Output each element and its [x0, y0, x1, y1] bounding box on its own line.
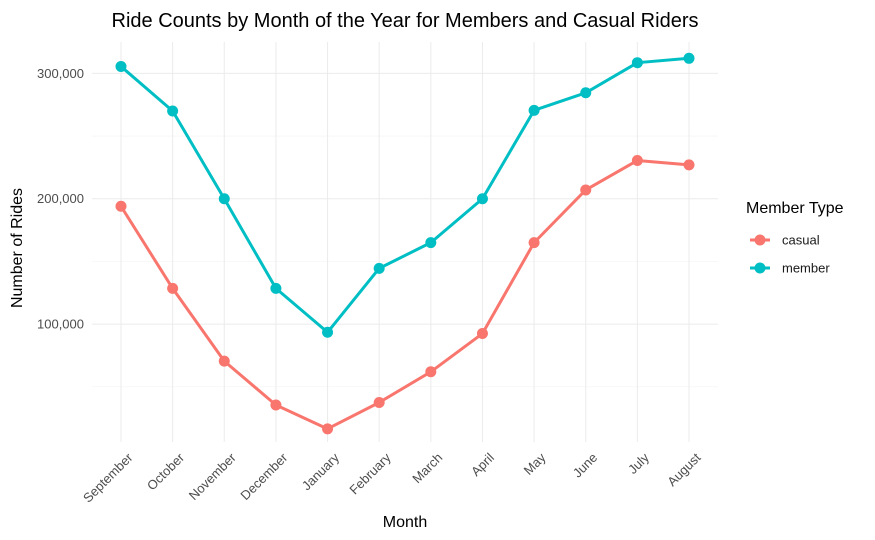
legend-item-member: member	[750, 261, 830, 276]
series-casual	[115, 154, 695, 435]
data-point-member	[683, 52, 695, 64]
data-point-casual	[580, 184, 592, 196]
data-point-member	[218, 193, 230, 205]
x-tick-label: June	[570, 450, 601, 481]
x-tick-label: March	[409, 450, 445, 486]
x-tick-label: November	[186, 449, 239, 502]
legend: Member Type casual member	[746, 200, 844, 276]
legend-label: casual	[782, 233, 820, 248]
data-point-casual	[528, 237, 540, 249]
legend-item-casual: casual	[750, 233, 820, 248]
y-tick-label: 100,000	[37, 317, 84, 332]
data-point-casual	[683, 159, 695, 171]
data-point-member	[425, 237, 437, 249]
x-tick-label: April	[468, 450, 497, 479]
legend-key-point	[754, 262, 766, 274]
data-point-member	[115, 60, 127, 72]
x-axis-title: Month	[383, 514, 427, 531]
data-point-member	[167, 105, 179, 117]
y-tick-label: 300,000	[37, 66, 84, 81]
data-point-casual	[322, 423, 334, 435]
x-tick-label: October	[144, 449, 188, 493]
data-point-casual	[476, 328, 488, 340]
y-axis-ticks: 100,000 200,000 300,000	[37, 66, 84, 332]
x-tick-label: May	[521, 450, 549, 478]
series-layer	[115, 52, 695, 435]
y-axis-title: Number of Rides	[9, 188, 26, 308]
data-point-member	[373, 262, 385, 274]
legend-label: member	[782, 261, 830, 276]
data-point-casual	[631, 154, 643, 166]
series-line-casual	[119, 158, 690, 431]
x-tick-label: September	[80, 449, 136, 505]
data-point-member	[631, 57, 643, 69]
x-tick-label: August	[664, 450, 703, 489]
y-tick-label: 200,000	[37, 191, 84, 206]
data-point-casual	[167, 282, 179, 294]
data-point-casual	[218, 355, 230, 367]
series-line-member	[120, 56, 690, 334]
series-member	[115, 52, 695, 338]
x-tick-label: December	[237, 449, 290, 502]
legend-key-point	[754, 234, 766, 246]
data-point-casual	[373, 397, 385, 409]
grid	[92, 42, 718, 442]
data-point-member	[476, 193, 488, 205]
data-point-casual	[425, 366, 437, 378]
data-point-member	[322, 326, 334, 338]
x-tick-label: July	[625, 450, 652, 477]
data-point-casual	[115, 200, 127, 212]
data-point-member	[528, 104, 540, 116]
x-tick-label: January	[299, 450, 343, 494]
chart-title: Ride Counts by Month of the Year for Mem…	[112, 10, 699, 32]
data-point-member	[270, 282, 282, 294]
data-point-member	[580, 87, 592, 99]
x-tick-label: February	[346, 450, 394, 498]
data-point-casual	[270, 399, 282, 411]
legend-title: Member Type	[746, 200, 844, 217]
